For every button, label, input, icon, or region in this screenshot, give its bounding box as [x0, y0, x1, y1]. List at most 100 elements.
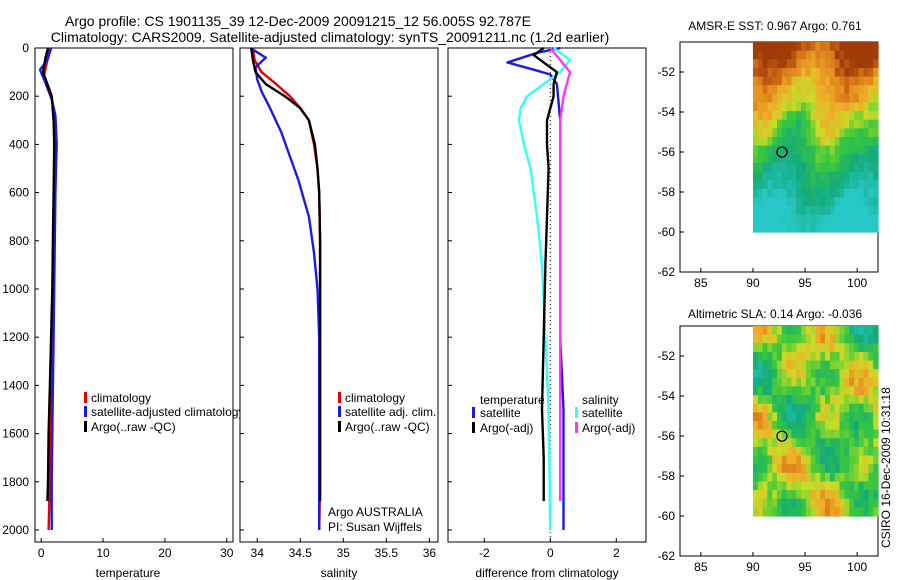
heatmap-cell — [868, 472, 874, 483]
heatmap-cell — [757, 206, 764, 216]
heatmap-cell — [781, 464, 788, 474]
heatmap-cell — [873, 76, 879, 86]
heatmap-cell — [762, 403, 768, 413]
heatmap-cell — [777, 360, 783, 370]
heatmap-cell — [849, 42, 855, 52]
heatmap-cell — [834, 351, 841, 362]
heatmap-cell — [757, 429, 764, 439]
heatmap-cell — [844, 490, 850, 500]
heatmap-cell — [863, 412, 869, 422]
heatmap-cell — [853, 206, 860, 216]
heatmap-cell — [863, 446, 869, 457]
heatmap-cell — [844, 481, 850, 491]
heatmap-cell — [839, 145, 845, 155]
heatmap-cell — [849, 180, 855, 190]
heatmap-cell — [815, 214, 821, 224]
heatmap-cell — [805, 111, 812, 121]
heatmap-cell — [844, 111, 850, 121]
heatmap-cell — [757, 102, 764, 112]
heatmap-cell — [752, 446, 759, 457]
heatmap-cell — [853, 42, 860, 52]
heatmap-cell — [777, 455, 783, 465]
heatmap-cell — [825, 197, 831, 207]
heatmap-cell — [801, 403, 807, 413]
heatmap-cell — [752, 59, 759, 69]
map-y-tick-label: -56 — [658, 145, 676, 159]
x-tick-label: 34 — [251, 546, 265, 560]
heatmap-cell — [757, 154, 764, 164]
heatmap-cell — [791, 180, 797, 190]
heatmap-cell — [834, 171, 841, 181]
heatmap-cell — [858, 214, 865, 224]
map-y-tick-label: -58 — [658, 185, 676, 199]
heatmap-cell — [858, 507, 865, 517]
heatmap-cell — [805, 334, 812, 344]
heatmap-cell — [772, 154, 778, 164]
heatmap-cell — [786, 128, 793, 138]
heatmap-cell — [767, 111, 773, 121]
heatmap-cell — [801, 188, 807, 199]
heatmap-cell — [777, 162, 783, 173]
heatmap-cell — [853, 214, 860, 224]
heatmap-cell — [863, 472, 869, 483]
heatmap-cell — [796, 377, 802, 388]
heatmap-cell — [772, 145, 778, 155]
heatmap-cell — [820, 326, 826, 336]
heatmap-cell — [853, 360, 860, 370]
heatmap-cell — [829, 395, 836, 405]
heatmap-cell — [844, 369, 850, 379]
heatmap-cell — [762, 455, 768, 465]
heatmap-cell — [820, 85, 826, 95]
heatmap-cell — [815, 343, 821, 353]
heatmap-cell — [853, 481, 860, 491]
heatmap-cell — [801, 421, 807, 431]
heatmap-cell — [853, 377, 860, 388]
heatmap-cell — [777, 343, 783, 353]
heatmap-cell — [873, 403, 879, 413]
heatmap-cell — [801, 334, 807, 344]
heatmap-cell — [781, 360, 788, 370]
heatmap-cell — [810, 188, 817, 199]
legend-swatch-sal-satellite — [575, 407, 578, 418]
heatmap-cell — [810, 412, 817, 422]
heatmap-cell — [853, 343, 860, 353]
heatmap-cell — [757, 171, 764, 181]
heatmap-cell — [853, 369, 860, 379]
heatmap-cell — [868, 326, 874, 336]
heatmap-cell — [810, 464, 817, 474]
heatmap-cell — [772, 421, 778, 431]
heatmap-cell — [786, 93, 793, 104]
heatmap-cell — [839, 326, 845, 336]
heatmap-cell — [767, 377, 773, 388]
heatmap-cell — [834, 93, 841, 104]
heatmap-cell — [810, 360, 817, 370]
heatmap-cell — [791, 214, 797, 224]
heatmap-cell — [815, 386, 821, 396]
heatmap-cell — [844, 403, 850, 413]
heatmap-cell — [863, 464, 869, 474]
heatmap-cell — [868, 111, 874, 121]
heatmap-cell — [810, 490, 817, 500]
heatmap-cell — [810, 85, 817, 95]
heatmap-cell — [805, 162, 812, 173]
heatmap-cell — [815, 111, 821, 121]
heatmap-cell — [873, 490, 879, 500]
heatmap-cell — [791, 154, 797, 164]
heatmap-cell — [853, 351, 860, 362]
salinity-axes-box — [239, 47, 439, 543]
heatmap-cell — [801, 93, 807, 104]
heatmap-cell — [791, 128, 797, 138]
heatmap-cell — [796, 67, 802, 78]
heatmap-cell — [757, 481, 764, 491]
heatmap-cell — [858, 446, 865, 457]
heatmap-cell — [805, 85, 812, 95]
heatmap-cell — [829, 472, 836, 483]
heatmap-cell — [873, 498, 879, 508]
heatmap-cell — [825, 472, 831, 483]
heatmap-cell — [825, 93, 831, 104]
heatmap-cell — [858, 464, 865, 474]
heatmap-cell — [844, 128, 850, 138]
temperature-xlabel: temperature — [96, 566, 161, 580]
heatmap-cell — [820, 472, 826, 483]
heatmap-cell — [781, 343, 788, 353]
